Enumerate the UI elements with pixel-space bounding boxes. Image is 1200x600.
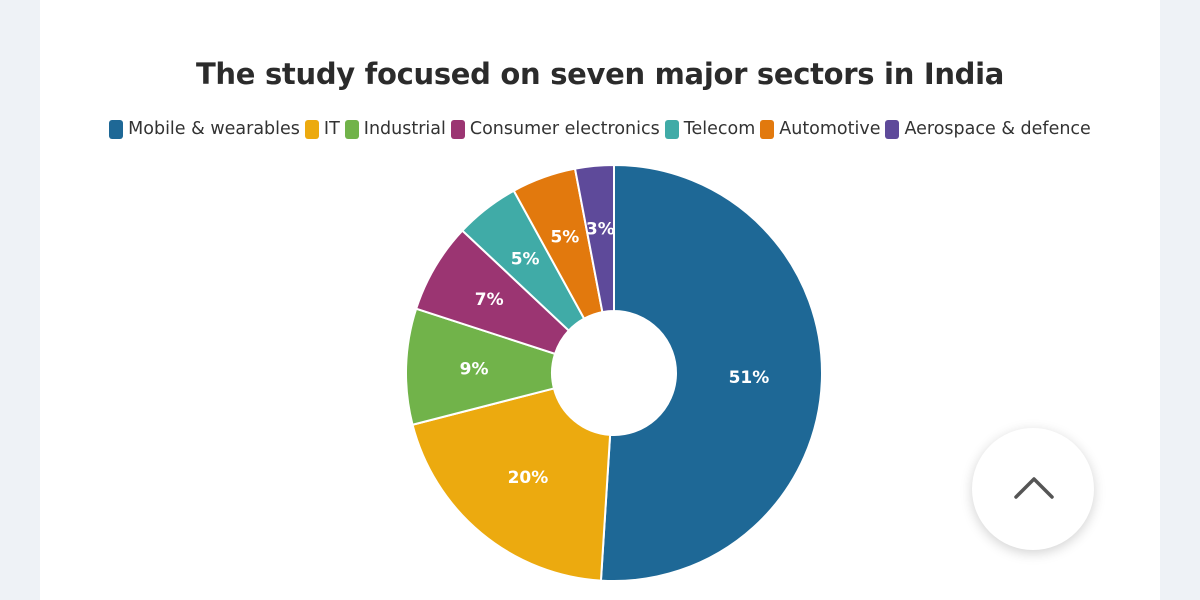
- chart-title: The study focused on seven major sectors…: [195, 57, 1005, 91]
- legend-swatch: [885, 119, 900, 139]
- legend-item-mobile-wearables[interactable]: Mobile & wearables: [109, 119, 300, 139]
- legend-item-automotive[interactable]: Automotive: [760, 119, 880, 139]
- legend-item-it[interactable]: IT: [304, 119, 340, 139]
- legend-swatch: [344, 119, 359, 139]
- data-label-it: 20%: [508, 468, 549, 488]
- data-label-industrial: 9%: [460, 360, 489, 380]
- slice-it[interactable]: [411, 387, 612, 582]
- legend-label: Telecom: [683, 119, 756, 139]
- legend-swatch: [109, 119, 124, 139]
- legend-label: Mobile & wearables: [128, 119, 300, 139]
- slice-aerospace-defence[interactable]: [573, 163, 615, 314]
- legend-label: IT: [323, 119, 340, 139]
- legend-item-consumer-electronics[interactable]: Consumer electronics: [450, 119, 660, 139]
- legend-label: Automotive: [779, 119, 881, 139]
- legend-label: Industrial: [363, 119, 446, 139]
- legend-item-aerospace-defence[interactable]: Aerospace & defence: [885, 119, 1091, 139]
- chevron-up-icon: [1014, 477, 1054, 499]
- back-to-top-button[interactable]: [972, 428, 1094, 550]
- legend-label: Aerospace & defence: [904, 119, 1091, 139]
- data-label-consumer-electronics: 7%: [475, 290, 504, 310]
- legend-label: Consumer electronics: [469, 119, 660, 139]
- chart-legend: Mobile & wearables IT Industrial Consume…: [0, 119, 1200, 139]
- legend-swatch: [760, 119, 775, 139]
- slice-mobile-wearables[interactable]: [599, 163, 823, 582]
- data-label-aerospace-defence: 3%: [586, 220, 615, 240]
- data-label-telecom: 5%: [511, 249, 540, 269]
- legend-swatch: [304, 119, 319, 139]
- data-label-automotive: 5%: [550, 228, 579, 248]
- data-label-mobile-wearables: 51%: [729, 368, 770, 388]
- legend-swatch: [664, 119, 679, 139]
- legend-swatch: [450, 119, 465, 139]
- legend-item-telecom[interactable]: Telecom: [664, 119, 756, 139]
- legend-item-industrial[interactable]: Industrial: [344, 119, 446, 139]
